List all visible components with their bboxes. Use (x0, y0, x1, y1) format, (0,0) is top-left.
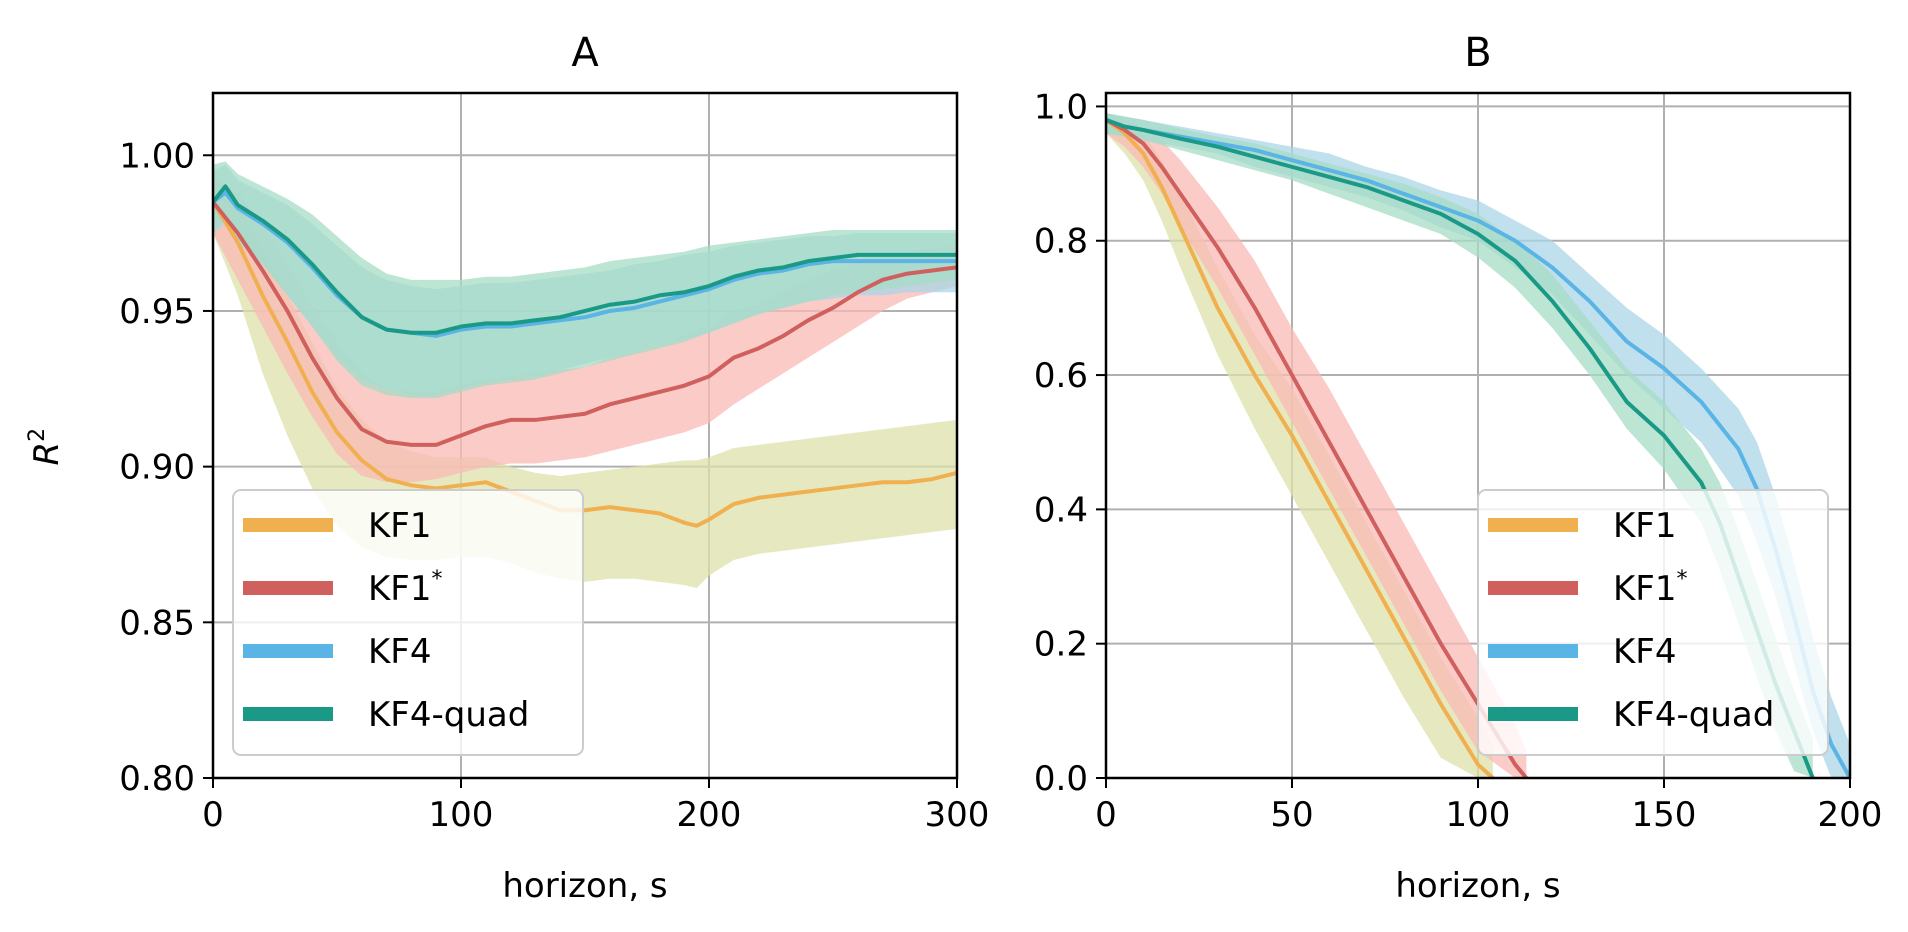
chart-title: A (571, 30, 599, 76)
axes-frame (211, 91, 959, 780)
series-line-kf4 (213, 190, 957, 338)
legend-label: KF4-quad (1613, 695, 1774, 735)
legend: KF1 KF1* KF4 KF4-quad (1477, 489, 1829, 756)
panel-b: 0 50 100 150 200 0.0 0.2 0.4 0.6 0.8 1.0 Bhorizon, … (1034, 30, 1883, 906)
y-tick-label: 0.90 (119, 448, 195, 488)
legend-item-kf1*: KF1* (1488, 567, 1687, 609)
legend-item-kf4: KF4 (243, 632, 431, 672)
legend-label: KF1* (1613, 567, 1687, 609)
x-tick-label: 0 (1095, 795, 1117, 835)
legend-label: KF1 (368, 506, 431, 546)
chart-title: B (1464, 30, 1491, 76)
y-tick-label: 0.80 (119, 759, 195, 799)
x-axis-label: horizon, s (502, 866, 667, 906)
legend-box (1477, 489, 1829, 756)
y-tick-label: 0.0 (1034, 759, 1088, 799)
x-tick-label: 200 (1818, 795, 1883, 835)
x-tick-label: 50 (1270, 795, 1313, 835)
legend-item-kf4-quad: KF4-quad (243, 695, 529, 735)
y-tick-label: 0.4 (1034, 490, 1088, 530)
y-tick-label: 0.95 (119, 292, 195, 332)
legend: KF1 KF1* KF4 KF4-quad (232, 489, 584, 756)
legend-item-kf1: KF1 (1488, 506, 1676, 546)
panel-a: 0 100 200 300 0.80 0.85 0.90 0.95 1.00 Ahorizon, … (25, 30, 989, 906)
y-tick-label: 1.00 (119, 136, 195, 176)
x-tick-label: 100 (1446, 795, 1511, 835)
x-tick-label: 150 (1632, 795, 1697, 835)
legend-label: KF1* (368, 567, 442, 609)
y-tick-label: 0.85 (119, 603, 195, 643)
series-line-kf1* (213, 200, 957, 447)
legend-box (232, 489, 584, 756)
x-tick-label: 300 (925, 795, 990, 835)
series-line-kf1 (213, 200, 957, 528)
x-tick-label: 0 (202, 795, 224, 835)
legend-label: KF4 (1613, 632, 1676, 672)
plot-area (213, 161, 957, 589)
x-tick-label: 100 (429, 795, 494, 835)
y-axis-label: R2 (25, 428, 67, 466)
legend-item-kf4-quad: KF4-quad (1488, 695, 1774, 735)
confidence-band-kf1* (213, 177, 957, 483)
legend-label: KF4-quad (368, 695, 529, 735)
confidence-band-kf4-quad (213, 161, 957, 399)
y-tick-label: 0.8 (1034, 222, 1088, 262)
x-tick-label: 200 (677, 795, 742, 835)
x-axis-label: horizon, s (1395, 866, 1560, 906)
y-tick-label: 1.0 (1034, 87, 1088, 127)
legend-label: KF4 (368, 632, 431, 672)
legend-item-kf1*: KF1* (243, 567, 442, 609)
legend-item-kf4: KF4 (1488, 632, 1676, 672)
y-tick-label: 0.2 (1034, 625, 1088, 665)
plot-area (1106, 113, 1850, 778)
legend-label: KF1 (1613, 506, 1676, 546)
series-line-kf1 (1106, 118, 1495, 778)
series-line-kf4-quad (213, 184, 957, 335)
series-line-kf1* (1106, 118, 1528, 778)
legend-item-kf1: KF1 (243, 506, 431, 546)
y-tick-label: 0.6 (1034, 356, 1088, 396)
